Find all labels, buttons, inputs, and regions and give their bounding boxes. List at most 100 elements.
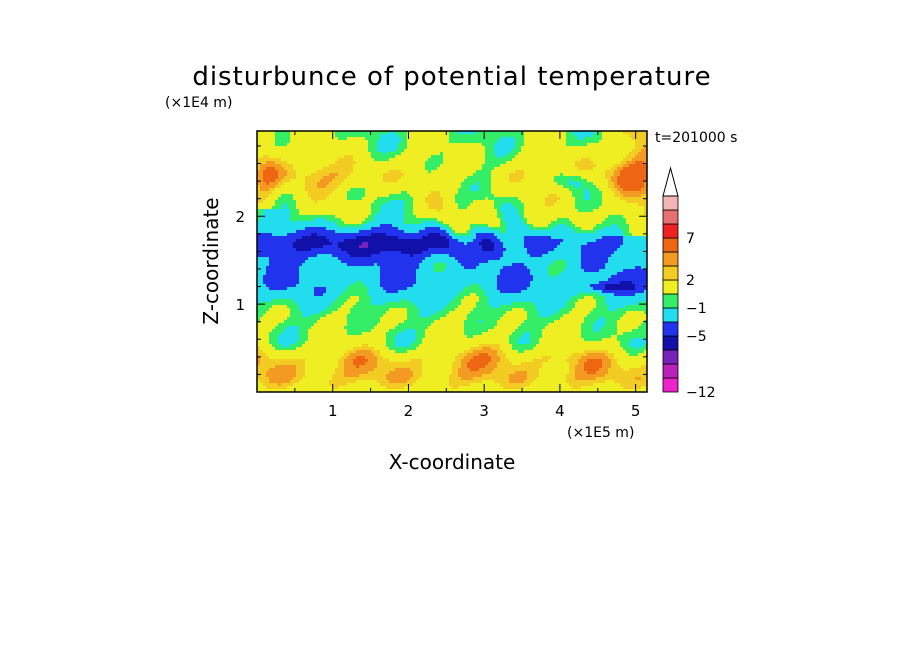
heatmap-cell [323,209,327,213]
heatmap-cell [560,224,564,228]
heatmap-cell [491,221,495,225]
heatmap-cell [536,221,540,225]
heatmap-cell [629,200,633,204]
heatmap-cell [293,143,297,147]
heatmap-cell [602,167,606,171]
heatmap-cell [311,194,315,198]
heatmap-cell [605,134,609,138]
heatmap-cell [359,146,363,150]
heatmap-cell [422,185,426,189]
heatmap-cell [260,176,264,180]
heatmap-cell [473,137,477,141]
heatmap-cell [332,221,336,225]
heatmap-cell [527,152,531,156]
heatmap-cell [494,221,498,225]
heatmap-cell [443,182,447,186]
heatmap-cell [620,134,624,138]
heatmap-cell [293,134,297,138]
heatmap-cell [278,230,282,234]
heatmap-cell [608,233,612,237]
heatmap-cell [485,152,489,156]
heatmap-cell [374,197,378,201]
heatmap-cell [365,155,369,159]
heatmap-cell [287,161,291,165]
heatmap-cell [509,167,513,171]
heatmap-cell [554,149,558,153]
heatmap-cell [452,155,456,159]
heatmap-cell [593,167,597,171]
heatmap-cell [296,134,300,138]
heatmap-cell [569,134,573,138]
heatmap-cell [383,167,387,171]
heatmap-cell [545,242,549,246]
heatmap-cell [344,221,348,225]
heatmap-cell [524,158,528,162]
heatmap-cell [560,131,564,135]
heatmap-cell [296,143,300,147]
heatmap-cell [323,236,327,240]
heatmap-cell [380,230,384,234]
heatmap-cell [302,233,306,237]
heatmap-cell [608,212,612,216]
heatmap-cell [548,197,552,201]
heatmap-cell [641,155,645,159]
heatmap-cell [635,170,639,174]
heatmap-cell [467,203,471,207]
heatmap-cell [491,200,495,204]
heatmap-cell [392,236,396,240]
heatmap-cell [320,227,324,231]
heatmap-cell [629,194,633,198]
heatmap-cell [440,185,444,189]
heatmap-cell [410,131,414,135]
heatmap-cell [563,143,567,147]
heatmap-cell [356,158,360,162]
heatmap-cell [623,212,627,216]
heatmap-cell [335,176,339,180]
heatmap-cell [644,200,647,204]
heatmap-cell [374,164,378,168]
heatmap-cell [596,233,600,237]
heatmap-cell [398,155,402,159]
heatmap-cell [503,179,507,183]
heatmap-cell [458,218,462,222]
heatmap-cell [275,209,279,213]
heatmap-cell [503,221,507,225]
heatmap-cell [464,239,468,243]
heatmap-cell [350,140,354,144]
heatmap-cell [584,167,588,171]
heatmap-cell [365,185,369,189]
heatmap-cell [428,227,432,231]
heatmap-cell [452,164,456,168]
heatmap-cell [323,194,327,198]
heatmap-cell [527,224,531,228]
heatmap-cell [326,170,330,174]
heatmap-cell [293,146,297,150]
heatmap-cell [521,143,525,147]
heatmap-cell [320,182,324,186]
heatmap-cell [590,152,594,156]
heatmap-cell [470,131,474,135]
heatmap-cell [488,194,492,198]
heatmap-cell [434,188,438,192]
heatmap-cell [419,158,423,162]
heatmap-cell [284,233,288,237]
heatmap-cell [338,176,342,180]
heatmap-cell [320,215,324,219]
heatmap-cell [392,161,396,165]
heatmap-cell [290,224,294,228]
heatmap-cell [413,149,417,153]
heatmap-cell [596,185,600,189]
heatmap-cell [347,149,351,153]
heatmap-cell [344,212,348,216]
heatmap-cell [614,167,618,171]
heatmap-cell [311,215,315,219]
heatmap-cell [266,230,270,234]
heatmap-cell [425,179,429,183]
heatmap-cell [416,155,420,159]
heatmap-cell [638,149,642,153]
heatmap-cell [638,188,642,192]
heatmap-cell [509,215,513,219]
heatmap-cell [635,164,639,168]
heatmap-cell [635,239,639,243]
heatmap-cell [551,242,555,246]
